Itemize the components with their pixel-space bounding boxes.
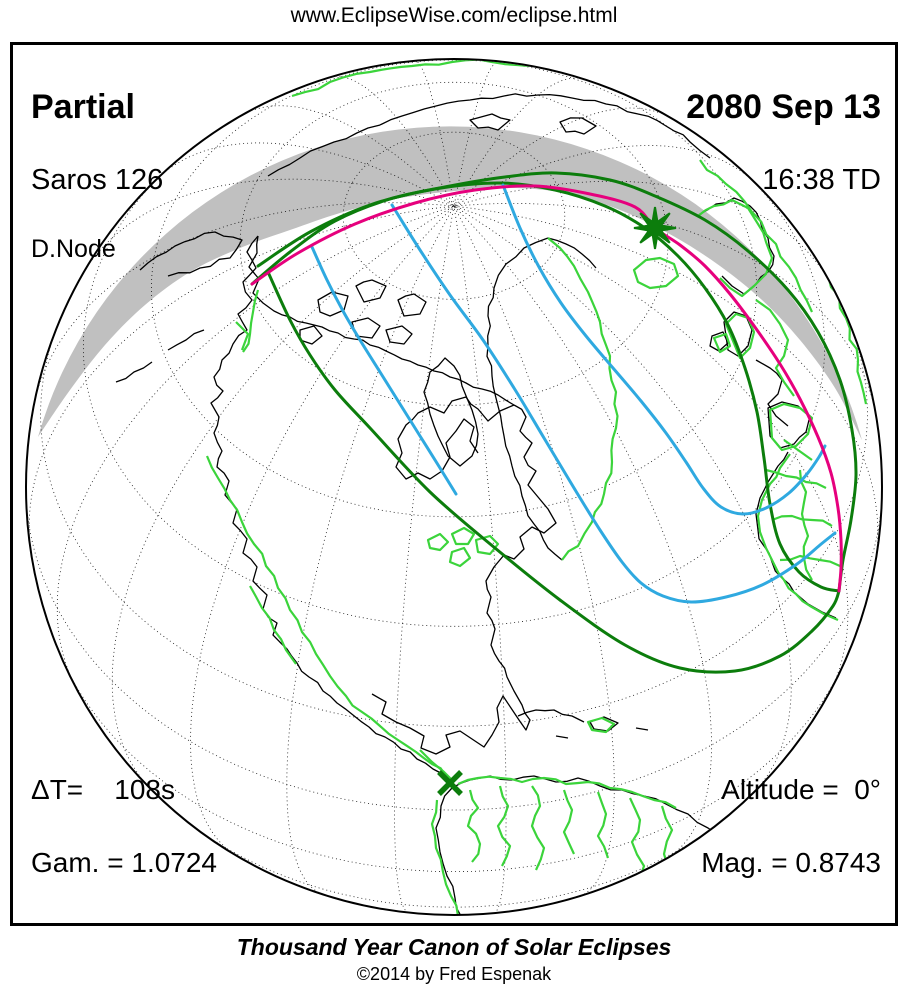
ocean [27, 60, 881, 914]
eclipse-info-bottom-left: ΔT= 108s Gam. = 1.0724 [31, 736, 217, 917]
magnitude-value: Mag. = 0.8743 [701, 846, 881, 878]
greatest-eclipse-star-marker [633, 206, 677, 250]
eclipse-date: 2080 Sep 13 [686, 88, 881, 126]
coastlines-green [205, 60, 868, 914]
altitude-value: Altitude = 0° [721, 774, 881, 806]
globe-contents [27, 60, 881, 914]
night-shade-region [38, 126, 862, 440]
eclipse-info-bottom-right: Altitude = 0° Mag. = 0.8743 [701, 736, 881, 917]
maximum-eclipse-at-sunset-curve [250, 184, 843, 593]
eclipse-map [25, 58, 883, 916]
node-label: D.Node [31, 235, 116, 264]
magnitude-contour-1 [310, 245, 458, 496]
eclipse-plate: Partial Saros 126 D.Node 2080 Sep 13 16:… [10, 42, 898, 926]
site-url: www.EclipseWise.com/eclipse.html [290, 4, 618, 27]
graticule [27, 60, 881, 914]
canon-title: Thousand Year Canon of Solar Eclipses [236, 934, 672, 960]
penumbra-limit-south [266, 270, 841, 674]
copyright: ©2014 by Fred Espenak [356, 964, 552, 984]
eclipse-limit-curves [250, 171, 858, 674]
delta-t-value: ΔT= 108s [31, 774, 175, 806]
gamma-value: Gam. = 1.0724 [31, 846, 218, 878]
eclipse-time: 16:38 TD [762, 164, 881, 197]
subsolar-x-marker [437, 770, 463, 796]
globe-outline [25, 58, 883, 916]
saros-number: Saros 126 [31, 164, 164, 197]
eclipse-info-top-right: 2080 Sep 13 16:38 TD [686, 51, 881, 234]
eclipse-type: Partial [31, 88, 135, 126]
eclipse-info-top-left: Partial Saros 126 D.Node [31, 51, 163, 302]
penumbra-limit-middle [256, 181, 841, 593]
magnitude-contour-2 [390, 203, 837, 604]
magnitude-contour-3 [501, 183, 827, 516]
